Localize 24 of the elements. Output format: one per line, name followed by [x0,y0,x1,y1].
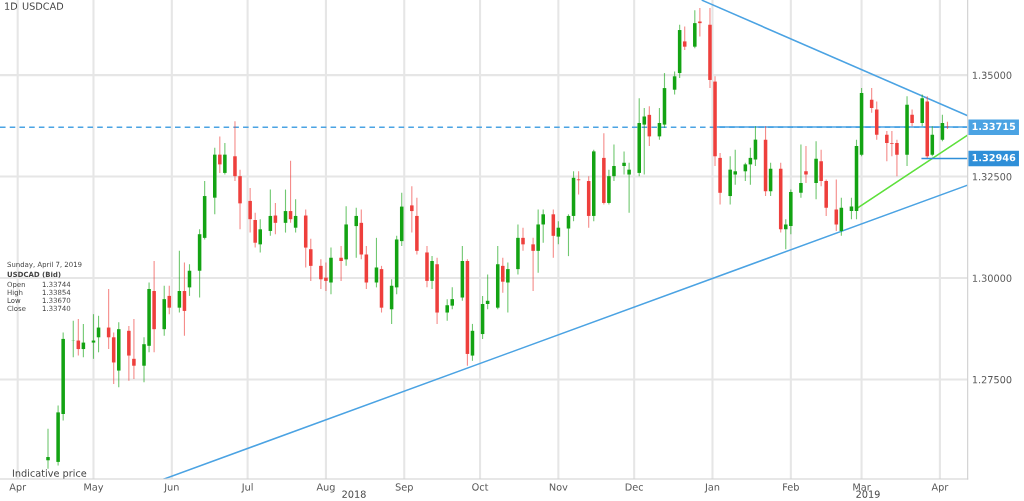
annotation: 1D [5,2,18,10]
ref-line-label: 1.33715 [972,122,1016,131]
x-tick-label: Dec [625,483,643,491]
y-tick-label: 1.32500 [972,173,1012,181]
y-tick-label: 1.35000 [972,71,1012,79]
text: 2019 [856,490,880,498]
series-label: 1.32946 [972,153,1016,162]
x-tick-label: Aug [316,483,335,493]
y-tick-label: 1.27500 [972,375,1012,384]
x-tick-label: Apr [931,483,949,493]
annotation: USDCAD [22,2,64,10]
text: 2018 [342,490,366,498]
x-tick-label: Jul [241,483,253,493]
x-tick-label: Jun [163,483,179,493]
x-tick-label: May [84,483,104,493]
x-tick-label: Mar [853,483,871,491]
x-tick-label: Oct [472,483,489,491]
x-tick-label: Jan [704,483,720,493]
y-tick-label: 1.30000 [972,274,1012,282]
x-tick-label: Feb [783,483,799,491]
x-tick-label: Sep [395,483,413,493]
x-tick-label: Apr [9,483,27,493]
x-tick-label: Nov [549,483,568,491]
annotation: Indicative price [12,469,87,479]
